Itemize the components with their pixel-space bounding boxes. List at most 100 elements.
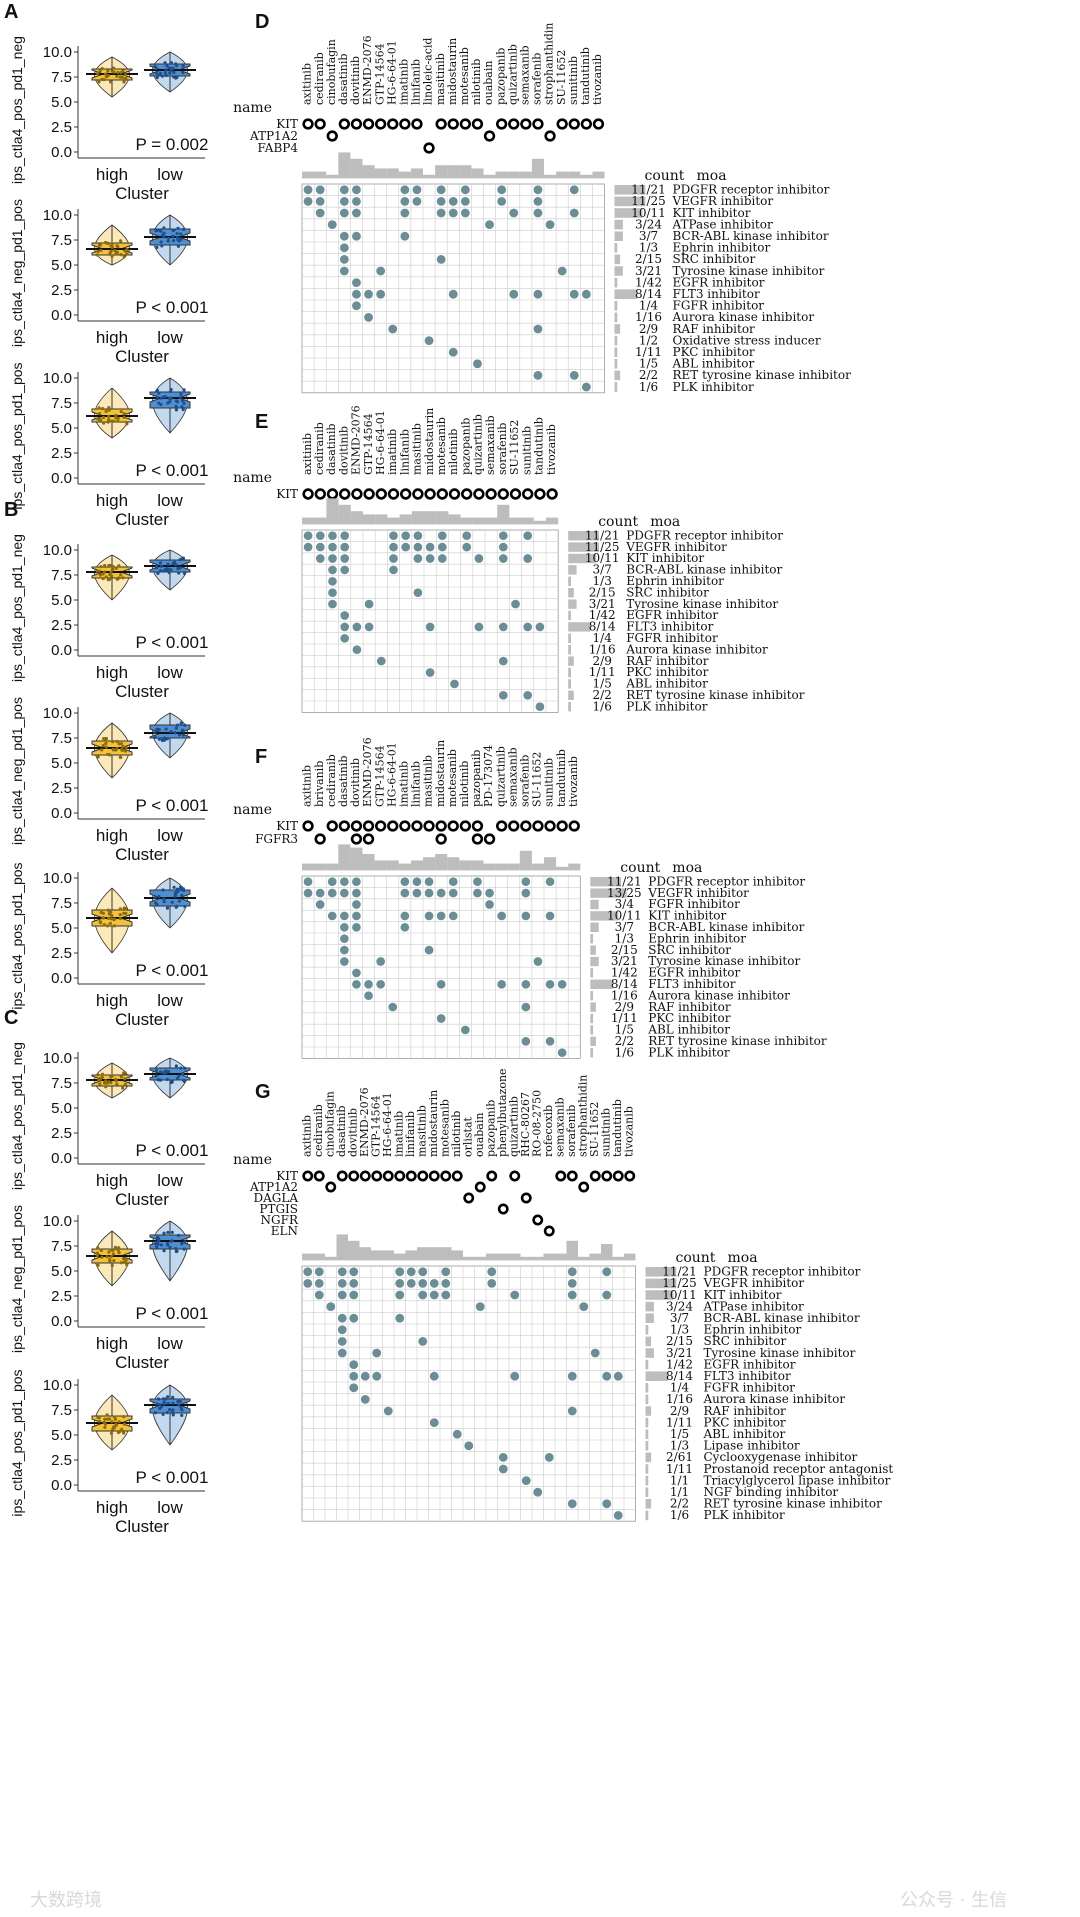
target-ring [350, 118, 363, 130]
data-point [179, 237, 183, 241]
target-header: name [233, 1152, 272, 1168]
drug-count-bar [463, 1256, 475, 1260]
target-ring [362, 820, 375, 832]
data-point [153, 735, 157, 740]
moa-count: 1/4 [593, 631, 613, 645]
data-point [165, 1077, 169, 1082]
moa-label: Ephrin inhibitor [626, 574, 724, 588]
moa-count-bar [614, 289, 637, 299]
data-point [181, 227, 186, 231]
moa-dot [450, 679, 459, 689]
data-point [114, 1422, 118, 1426]
data-point [166, 1230, 170, 1235]
data-point [179, 232, 183, 236]
p-value: P < 0.001 [136, 961, 209, 980]
drug-label: ENMD-2076 [358, 1087, 371, 1157]
moa-count-bar [614, 219, 623, 230]
moa-count-bar [645, 1417, 649, 1428]
data-point [107, 414, 111, 419]
moa-count: 10/11 [585, 551, 620, 565]
drug-count-bar [543, 1253, 555, 1260]
moa-count-bar [645, 1301, 654, 1312]
target-header: name [233, 802, 272, 818]
target-ring [555, 1170, 567, 1182]
drug-count-bar [521, 517, 534, 524]
drug-label: sorafenib [531, 53, 544, 105]
moa-label: ABL inhibitor [625, 677, 708, 691]
data-point [177, 733, 182, 737]
data-point [96, 755, 100, 759]
moa-label: RAF inhibitor [626, 654, 709, 668]
data-point [122, 1415, 126, 1419]
data-point [162, 1231, 166, 1235]
drug-count-bar [314, 517, 327, 524]
moa-count-bar [645, 1383, 649, 1393]
data-point [123, 749, 128, 753]
moa-dot [448, 911, 458, 921]
target-ring [423, 142, 435, 154]
data-point [169, 1239, 174, 1243]
moa-label: PLK inhibitor [626, 699, 708, 713]
drug-count-bar [612, 1256, 624, 1260]
p-value: P = 0.002 [136, 135, 209, 154]
moa-dot [352, 645, 362, 655]
data-point [153, 1411, 158, 1415]
moa-count-bar [568, 679, 571, 689]
moa-dot [340, 565, 350, 575]
data-point [155, 1245, 159, 1249]
y-tick-label: 0.0 [51, 1150, 72, 1167]
moa-dot [448, 208, 458, 218]
drug-count-bar [509, 1253, 521, 1260]
data-point [166, 1395, 170, 1399]
data-point [109, 570, 113, 575]
moa-dot [498, 656, 508, 666]
drug-label: cinobufagin [325, 39, 338, 105]
data-point [125, 1263, 129, 1267]
drug-count-bar [447, 857, 460, 870]
target-ring [435, 820, 447, 832]
data-point [102, 421, 106, 425]
data-point [119, 1075, 123, 1079]
drug-label: orlistat [461, 1116, 474, 1157]
moa-dot [590, 1348, 600, 1358]
moa-dot [352, 622, 362, 632]
y-tick-label: 2.5 [51, 617, 72, 634]
target-ring [578, 1181, 590, 1193]
drug-label: strophanthidin [543, 23, 556, 105]
moa-count-bar [590, 991, 594, 1001]
y-tick-label: 0.0 [51, 144, 72, 161]
moa-dot [337, 1313, 347, 1323]
moa-dot [328, 531, 337, 541]
data-point [110, 914, 114, 918]
y-tick-label: 5.0 [51, 420, 72, 437]
moa-count-bar [645, 1394, 649, 1405]
moa-dot [315, 542, 325, 552]
data-point [110, 568, 114, 572]
drug-count-bar [447, 165, 460, 178]
moa-count: 1/16 [635, 310, 662, 324]
data-point [174, 62, 178, 66]
data-point [183, 904, 187, 909]
target-label: KIT [276, 1169, 298, 1183]
data-point [104, 409, 108, 414]
data-point [155, 75, 159, 80]
moa-dot [395, 1313, 405, 1323]
data-point [158, 1078, 163, 1082]
drug-label: ENMD-2076 [350, 405, 363, 475]
data-point [174, 892, 178, 897]
data-point [109, 1080, 113, 1085]
target-ring [350, 820, 363, 832]
drug-count-bar [326, 174, 339, 178]
moa-dot [340, 957, 349, 966]
drug-count-bar [338, 844, 351, 870]
moa-count: 11/21 [585, 528, 620, 542]
data-point [96, 1073, 100, 1077]
y-axis-label: ips_ctla4_neg_pd1_pos [9, 1205, 25, 1353]
moa-count: 2/61 [666, 1450, 693, 1464]
moa-dot [389, 565, 398, 575]
data-point [111, 748, 116, 752]
moa-dot [339, 231, 349, 241]
moa-dot [569, 208, 579, 218]
drug-label: SU-11652 [508, 420, 521, 475]
moa-dot [352, 185, 361, 195]
